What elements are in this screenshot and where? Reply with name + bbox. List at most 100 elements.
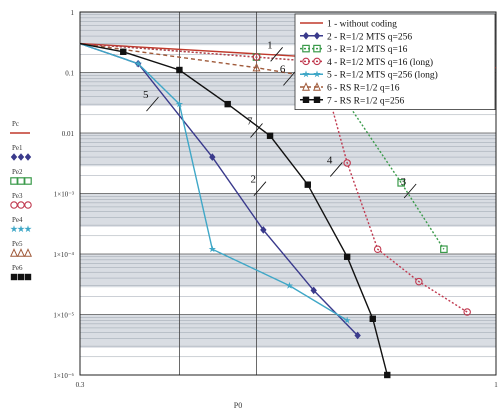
series-5-point (208, 245, 216, 253)
legend: 1 - without coding 2 - R=1/2 MTS q=256 3 -… (294, 13, 496, 110)
side-label: Pe6 (12, 264, 23, 272)
side-label-symbol (10, 225, 18, 233)
legend-entry: 4 - R=1/2 MTS q=16 (long) (327, 57, 433, 68)
y-tick-labels: 1 0.1 0.01 1×10⁻³ 1×10⁻⁴ 1×10⁻⁵ 1×10⁻⁶ (53, 9, 74, 380)
legend-entry: 6 - RS R=1/2 q=16 (327, 84, 400, 94)
callout-label: 1 (267, 39, 273, 51)
series-4-point (373, 245, 382, 253)
side-label-symbol (17, 177, 25, 185)
series-4-point (463, 308, 471, 316)
series-7-point (304, 181, 311, 188)
legend-swatch-marker (302, 70, 310, 78)
series-2-point (260, 226, 267, 234)
y-tick-label: 1×10⁻⁵ (53, 312, 74, 320)
x-axis-label: P0 (234, 401, 242, 410)
series-5-point (343, 316, 351, 324)
legend-swatch-marker (313, 57, 321, 66)
series-4-point (252, 53, 261, 61)
legend-swatch-marker (313, 32, 321, 40)
grid-band (80, 314, 496, 348)
x-tick-label: 1 (494, 381, 498, 389)
series-7 (79, 42, 391, 379)
series-7-point (266, 132, 274, 139)
side-label-symbol (10, 273, 18, 281)
series-7-point (369, 315, 376, 322)
legend-entry: 3 - R=1/2 MTS q=16 (327, 45, 408, 55)
y-tick-label: 1×10⁻⁶ (53, 372, 74, 380)
side-label-symbol (24, 153, 32, 161)
grid-lines (80, 12, 496, 376)
side-label-symbol (17, 225, 25, 233)
side-label: Pe2 (12, 168, 23, 176)
curve-callouts: 1 2 3 4 5 6 7 (143, 39, 417, 199)
legend-entry: 1 - without coding (327, 20, 397, 30)
side-label-symbol (10, 201, 18, 209)
callout-label: 5 (143, 89, 149, 101)
series-2-point (354, 331, 361, 340)
legend-entry: 7 - RS R=1/2 q=256 (327, 96, 404, 106)
y-tick-label: 1 (71, 9, 75, 17)
series-7-point (176, 66, 183, 74)
callout-tick (270, 46, 283, 62)
series-4-point (415, 277, 423, 286)
callout-tick (403, 183, 417, 199)
y-tick-label: 1×10⁻³ (54, 191, 74, 199)
side-label-symbol (24, 177, 32, 185)
series-5-point (134, 59, 142, 67)
callout-tick (283, 71, 296, 86)
callout-label: 7 (247, 115, 253, 127)
side-label-symbol (10, 248, 18, 257)
side-label-symbol (24, 248, 32, 257)
side-labels: Pc Pe1 Pe2 Pe3 Pe4 Pe5 Pe6 (10, 120, 32, 281)
side-label: Pe3 (12, 192, 23, 200)
side-label-symbol (10, 153, 18, 161)
legend-swatch-marker (302, 82, 310, 91)
side-label-symbol (17, 273, 25, 281)
series-6-point (252, 62, 261, 72)
plot-frame (79, 11, 497, 376)
legend-swatch-marker (313, 82, 321, 91)
grid-band (80, 193, 496, 227)
legend-swatch-marker (302, 32, 310, 40)
legend-swatch-marker (302, 96, 310, 103)
series-3-point (397, 179, 405, 187)
side-label-symbol (17, 248, 25, 257)
series-2-point (209, 153, 216, 161)
series-4-line (79, 42, 468, 313)
series-5-point (175, 100, 184, 108)
legend-swatch-marker (313, 70, 321, 78)
side-label-symbol (24, 201, 32, 209)
y-tick-label: 1×10⁻⁴ (53, 251, 74, 259)
callout-label: 4 (327, 154, 333, 166)
side-label-symbol (24, 273, 32, 281)
callout-tick (250, 123, 263, 138)
callout-label: 6 (280, 63, 286, 75)
series-5 (79, 42, 351, 324)
legend-swatch-marker (313, 96, 321, 103)
series-7-point (224, 100, 231, 108)
x-tick-labels: 0.3 1 (76, 381, 499, 389)
legend-box (294, 13, 496, 110)
x-tick-label: 0.3 (76, 381, 85, 389)
callout-label: 2 (250, 174, 256, 186)
grid-band (80, 133, 496, 167)
series-5-line (79, 42, 348, 321)
side-label-symbol (17, 201, 25, 209)
legend-entry: 2 - R=1/2 MTS q=256 (327, 32, 412, 42)
y-tick-label: 0.01 (62, 130, 75, 138)
side-label-symbol (17, 153, 25, 161)
legend-swatch-marker (302, 44, 310, 53)
side-label-symbol (24, 225, 32, 233)
side-label: Pc (12, 120, 19, 128)
series-5-point (285, 281, 294, 289)
side-label: Pe5 (12, 240, 23, 248)
series-7-point (343, 253, 351, 260)
side-label: Pe4 (12, 216, 23, 224)
callout-tick (253, 181, 267, 197)
callout-tick (146, 96, 159, 112)
series-7-point (384, 371, 391, 379)
series-2-point (310, 286, 317, 295)
callout-tick (330, 162, 343, 177)
legend-swatch-marker (302, 57, 310, 66)
